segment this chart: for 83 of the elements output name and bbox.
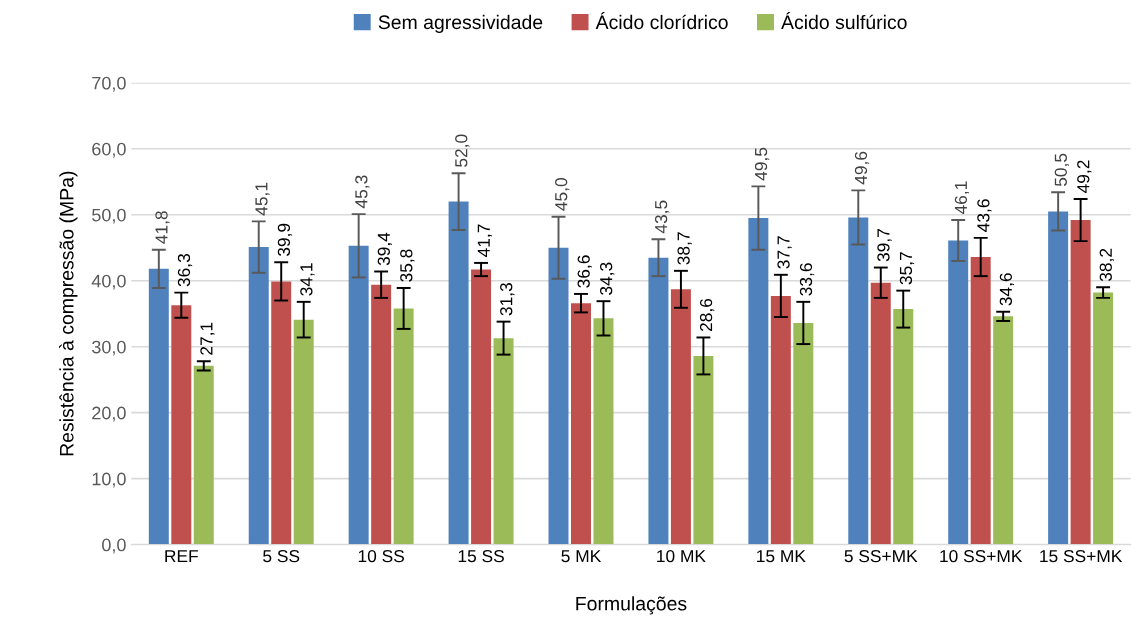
- bar: [193, 365, 214, 545]
- bar: [993, 316, 1014, 545]
- data-label: 34,6: [999, 273, 1015, 306]
- y-tick-label: 40,0: [91, 274, 126, 290]
- bar: [770, 295, 791, 545]
- data-label: 31,3: [500, 283, 515, 316]
- bar: [593, 318, 614, 545]
- y-tick-label: 60,0: [92, 142, 126, 158]
- bar: [793, 322, 814, 545]
- bar: [348, 245, 369, 545]
- data-label: 43,6: [977, 199, 992, 232]
- bar: [171, 305, 192, 545]
- bar: [148, 268, 169, 545]
- data-label: 46,1: [954, 181, 970, 215]
- x-tick-label: 10 SS: [358, 549, 404, 563]
- x-tick-label: 5 MK: [561, 550, 602, 563]
- x-tick-label: 15 SS+MK: [1040, 549, 1123, 563]
- y-tick-label: 0,0: [102, 538, 126, 554]
- data-label: 34,1: [300, 263, 315, 296]
- bar: [893, 309, 914, 545]
- y-tick-label: 10,0: [92, 472, 126, 488]
- bar: [293, 319, 314, 545]
- data-label: 49,5: [754, 147, 770, 181]
- x-tick-label: 10 MK: [657, 549, 706, 563]
- data-label: 43,5: [654, 200, 670, 234]
- bar: [393, 308, 414, 545]
- x-tick-label: 10 SS+MK: [940, 549, 1023, 563]
- bar: [1070, 220, 1091, 545]
- bar: [948, 240, 969, 545]
- y-tick-label: 20,0: [92, 406, 126, 422]
- x-tick-label: REF: [165, 550, 198, 563]
- data-label: 38,2: [1099, 248, 1114, 282]
- bar: [248, 247, 269, 545]
- data-label: 35,7: [899, 252, 915, 285]
- legend-label: Ácido sulfúrico: [781, 12, 907, 30]
- data-label: 41,8: [155, 211, 170, 244]
- x-tick-label: 15 MK: [757, 550, 806, 563]
- data-label: 37,7: [777, 236, 792, 269]
- data-label: 36,3: [177, 254, 193, 287]
- y-tick-label: 50,0: [92, 208, 126, 224]
- data-label: 33,6: [799, 263, 815, 296]
- data-label: 38,7: [677, 232, 692, 265]
- data-label: 39,7: [877, 229, 892, 262]
- data-label: 49,6: [854, 151, 870, 185]
- bar: [648, 257, 669, 545]
- data-label: 45,3: [355, 175, 370, 209]
- bar: [548, 247, 569, 545]
- x-tick-label: 5 SS: [263, 549, 300, 563]
- data-label: 28,6: [699, 298, 715, 332]
- data-label: 45,0: [555, 178, 570, 211]
- bar: [693, 355, 714, 545]
- bar: [748, 218, 769, 545]
- x-tick-label: 15 SS: [458, 549, 504, 563]
- bar: [448, 201, 469, 545]
- data-label: 52,0: [455, 134, 470, 167]
- bar: [870, 282, 891, 545]
- data-label: 39,4: [377, 232, 393, 266]
- bar: [970, 256, 991, 545]
- data-label: 50,5: [1054, 153, 1070, 187]
- data-label: 45,1: [255, 182, 270, 216]
- data-label: 36,6: [577, 255, 592, 288]
- bar: [1093, 292, 1114, 545]
- bar: [848, 217, 869, 545]
- x-tick-label: 5 SS+MK: [844, 549, 918, 563]
- data-label: 39,9: [277, 223, 293, 257]
- bar: [571, 303, 591, 545]
- data-label: 35,8: [400, 249, 415, 282]
- data-label: 41,7: [477, 224, 492, 257]
- legend-label: Ácido clorídrico: [595, 12, 728, 30]
- data-label: 27,1: [200, 322, 215, 355]
- bar: [1048, 211, 1069, 545]
- y-axis-title: Resistência à compressão (MPa): [59, 171, 78, 456]
- bar: [371, 284, 392, 545]
- bar: [670, 289, 691, 545]
- bar: [493, 338, 514, 545]
- bar: [271, 281, 292, 545]
- legend-label: Sem agressividade: [378, 14, 543, 33]
- bar: [471, 269, 492, 545]
- data-label: 34,3: [600, 262, 615, 295]
- y-tick-label: 70,0: [92, 76, 126, 92]
- y-tick-label: 30,0: [92, 340, 126, 356]
- x-axis-title: Formulações: [576, 596, 687, 615]
- data-label: 49,2: [1077, 160, 1092, 193]
